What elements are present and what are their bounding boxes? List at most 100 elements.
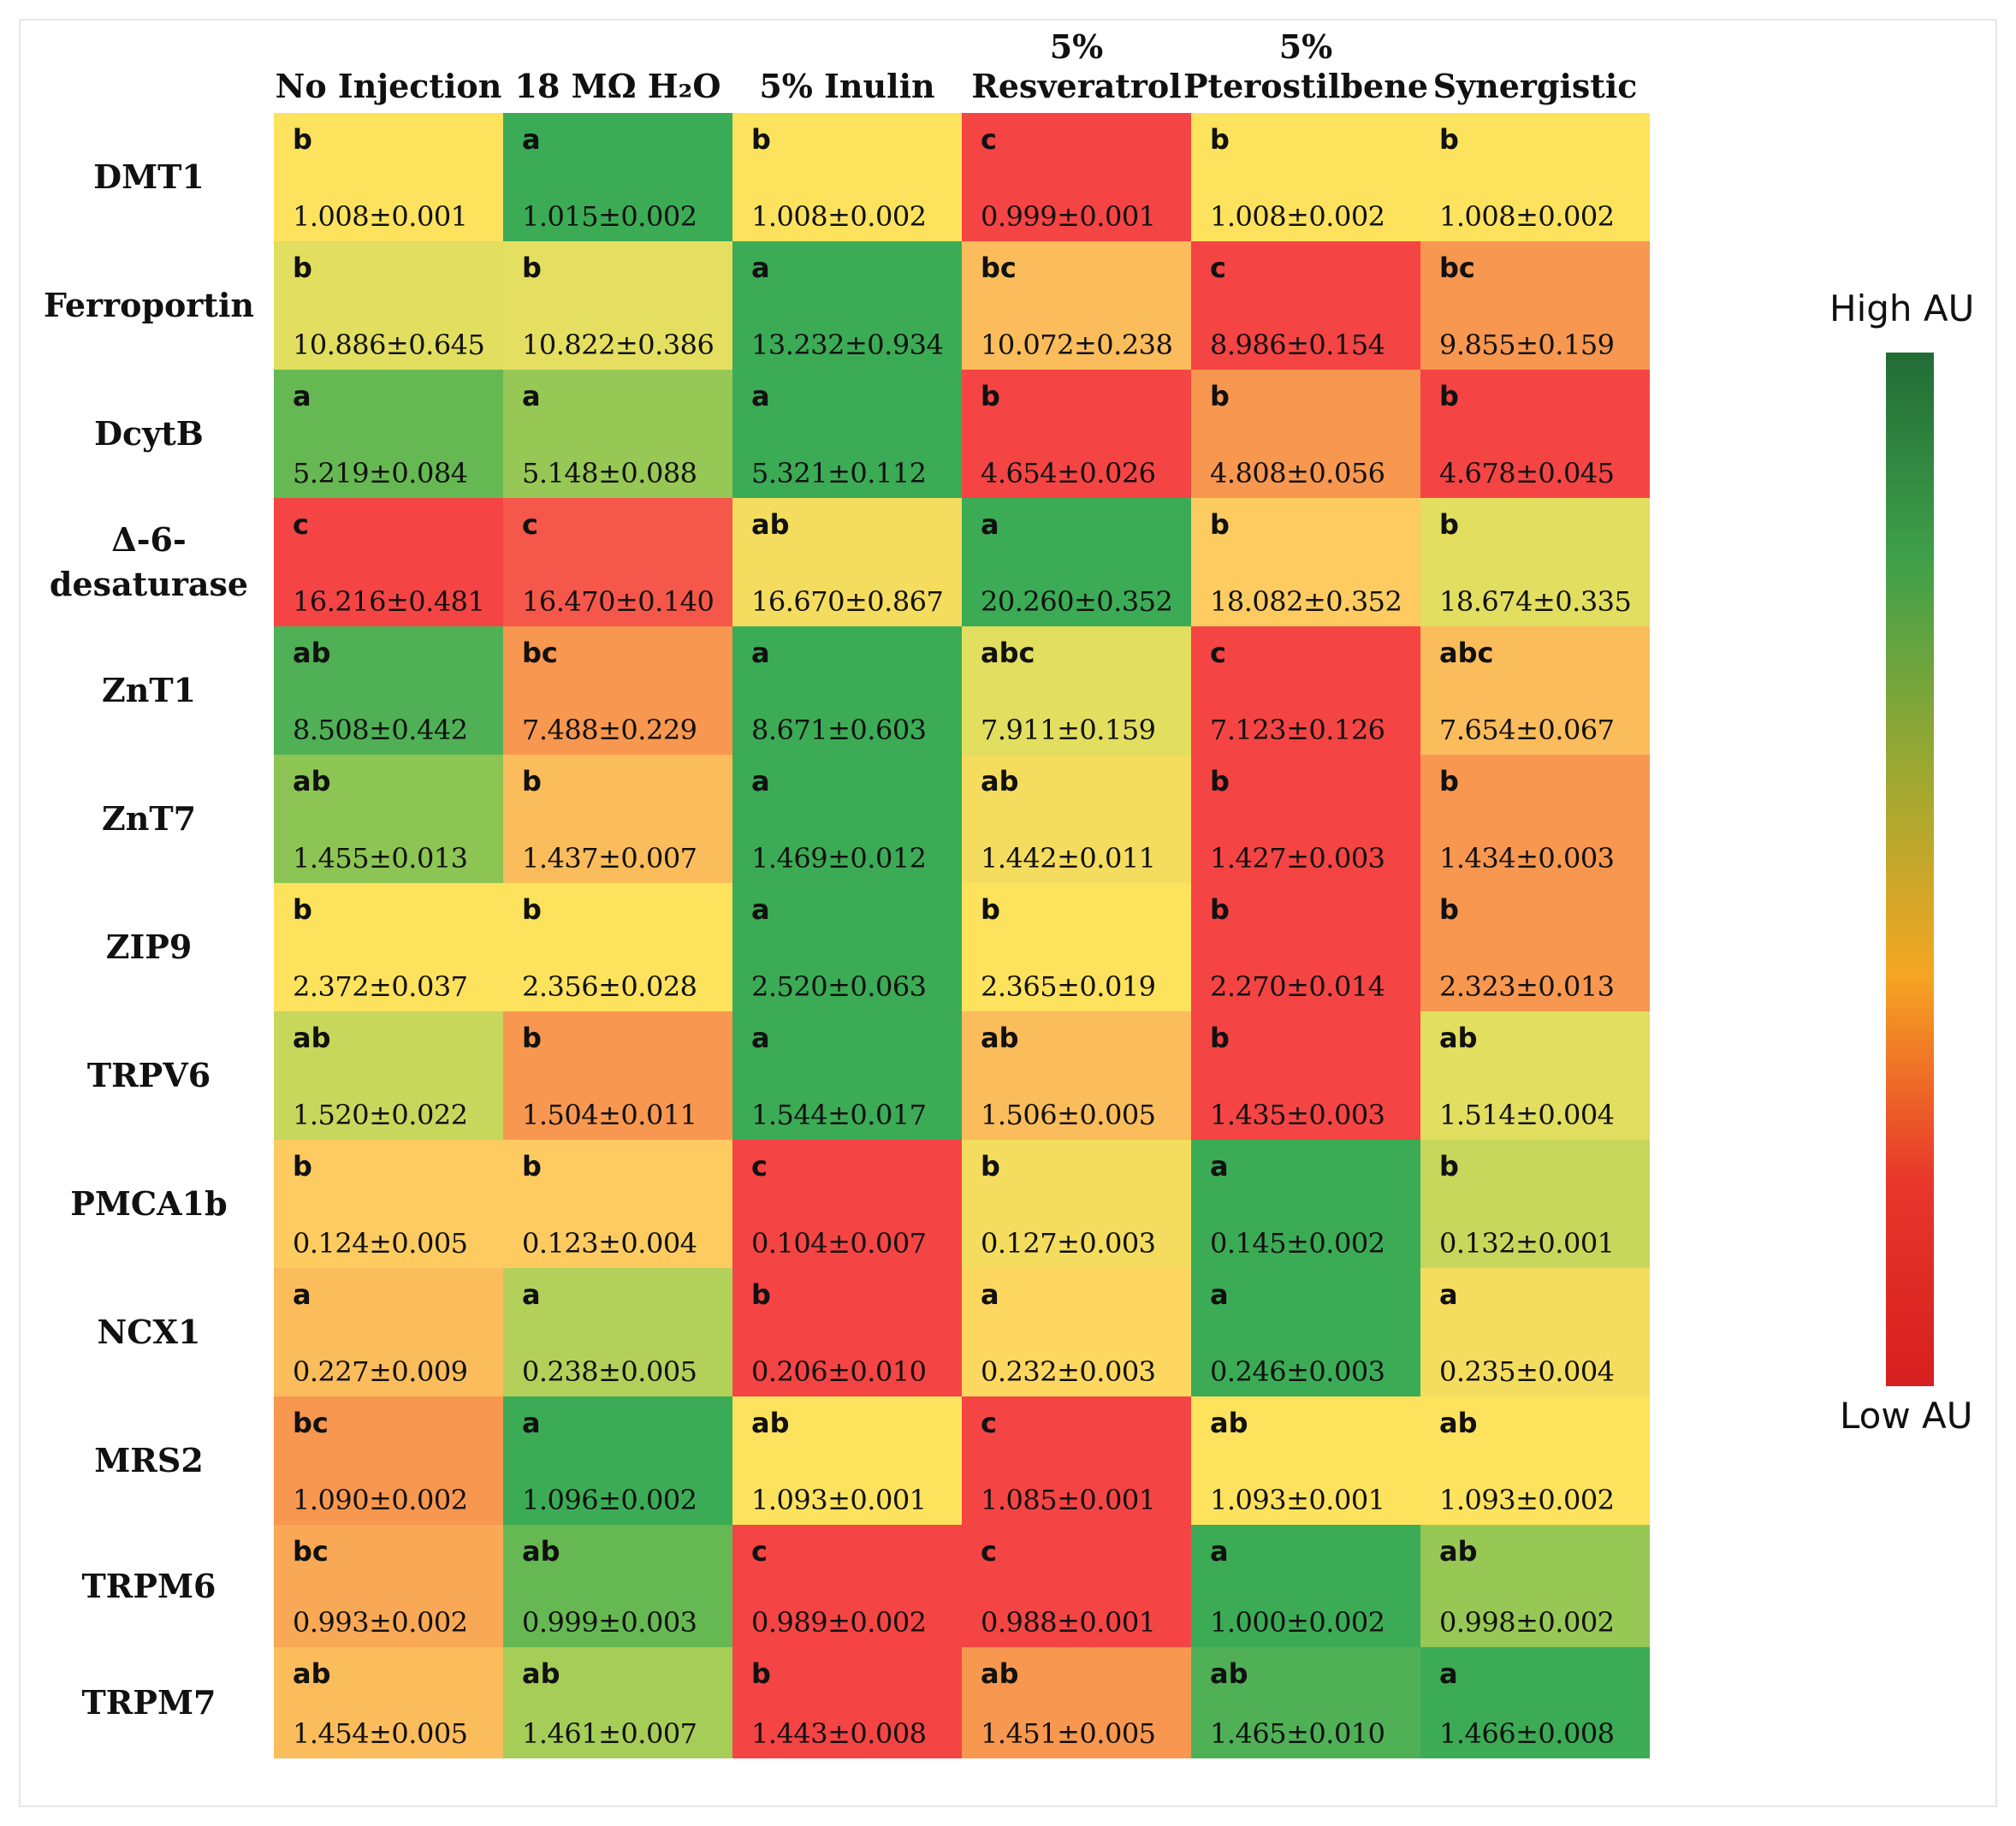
heatmap-cell: b 2.365±0.019 <box>962 883 1191 1011</box>
significance-letters: b <box>522 1150 542 1183</box>
heatmap-cell: bc 9.855±0.159 <box>1420 241 1650 370</box>
significance-letters: ab <box>981 1022 1019 1054</box>
cell-value: 1.008±0.002 <box>1210 200 1385 233</box>
cell-value: 1.093±0.002 <box>1439 1484 1615 1516</box>
significance-letters: bc <box>293 1407 329 1439</box>
significance-letters: ab <box>293 765 331 797</box>
row-header-label: DMT1 <box>93 157 205 196</box>
significance-letters: ab <box>1439 1535 1478 1568</box>
column-header-label: Synergistic <box>1432 67 1638 105</box>
cell-value: 20.260±0.352 <box>981 585 1173 618</box>
heatmap-cell: ab 1.465±0.010 <box>1191 1647 1420 1758</box>
cell-value: 4.808±0.056 <box>1210 457 1385 489</box>
cell-value: 0.206±0.010 <box>751 1355 927 1388</box>
cell-value: 1.469±0.012 <box>751 842 927 874</box>
significance-letters: ab <box>751 508 790 541</box>
cell-value: 1.520±0.022 <box>293 1099 468 1131</box>
heatmap-cell: a 0.232±0.003 <box>962 1268 1191 1396</box>
significance-letters: ab <box>751 1407 790 1439</box>
heatmap-cell: b 2.356±0.028 <box>503 883 732 1011</box>
cell-value: 0.235±0.004 <box>1439 1355 1615 1388</box>
cell-value: 7.911±0.159 <box>981 714 1156 746</box>
significance-letters: b <box>522 1022 542 1054</box>
heatmap-cell: a 13.232±0.934 <box>732 241 962 370</box>
row-header-label: DcytB <box>94 414 204 453</box>
significance-letters: ab <box>981 1657 1019 1690</box>
significance-letters: ab <box>1210 1407 1248 1439</box>
significance-letters: a <box>981 1278 999 1311</box>
significance-letters: c <box>1210 252 1226 284</box>
heatmap-cell: ab 1.093±0.001 <box>732 1396 962 1525</box>
heatmap-cell: ab 1.442±0.011 <box>962 755 1191 883</box>
heatmap-cell: a 0.235±0.004 <box>1420 1268 1650 1396</box>
row-header: MRS2 <box>34 1396 264 1525</box>
significance-letters: a <box>1210 1278 1229 1311</box>
heatmap-cell: b 1.427±0.003 <box>1191 755 1420 883</box>
cell-value: 0.127±0.003 <box>981 1227 1156 1260</box>
cell-value: 1.506±0.005 <box>981 1099 1156 1131</box>
significance-letters: a <box>751 637 770 669</box>
significance-letters: a <box>293 380 311 412</box>
cell-value: 0.988±0.001 <box>981 1606 1156 1639</box>
row-header: ZnT7 <box>34 755 264 883</box>
significance-letters: abc <box>981 637 1035 669</box>
cell-value: 0.999±0.003 <box>522 1606 697 1639</box>
significance-letters: b <box>1439 893 1459 926</box>
cell-value: 10.072±0.238 <box>981 329 1173 361</box>
significance-letters: ab <box>1210 1657 1248 1690</box>
significance-letters: b <box>522 893 542 926</box>
row-header-label: NCX1 <box>97 1313 201 1351</box>
row-header: Ferroportin <box>34 241 264 370</box>
cell-value: 5.148±0.088 <box>522 457 697 489</box>
cell-value: 1.015±0.002 <box>522 200 697 233</box>
heatmap-cell: a 1.466±0.008 <box>1420 1647 1650 1758</box>
row-header-label: MRS2 <box>94 1441 204 1479</box>
significance-letters: b <box>1210 893 1230 926</box>
cell-value: 2.365±0.019 <box>981 970 1156 1003</box>
significance-letters: b <box>522 252 542 284</box>
heatmap-cell: b 1.435±0.003 <box>1191 1011 1420 1140</box>
heatmap-cell: b 4.678±0.045 <box>1420 370 1650 498</box>
heatmap-cell: b 0.206±0.010 <box>732 1268 962 1396</box>
heatmap-cell: a 0.145±0.002 <box>1191 1140 1420 1268</box>
cell-value: 2.356±0.028 <box>522 970 697 1003</box>
heatmap-cell: c 1.085±0.001 <box>962 1396 1191 1525</box>
cell-value: 1.514±0.004 <box>1439 1099 1615 1131</box>
significance-letters: c <box>522 508 538 541</box>
cell-value: 7.654±0.067 <box>1439 714 1615 746</box>
heatmap-cell: b 2.270±0.014 <box>1191 883 1420 1011</box>
significance-letters: c <box>981 1535 997 1568</box>
cell-value: 16.670±0.867 <box>751 585 944 618</box>
cell-value: 1.455±0.013 <box>293 842 468 874</box>
heatmap-cell: ab 1.506±0.005 <box>962 1011 1191 1140</box>
heatmap-cell: b 2.372±0.037 <box>274 883 503 1011</box>
cell-value: 0.227±0.009 <box>293 1355 468 1388</box>
cell-value: 7.123±0.126 <box>1210 714 1385 746</box>
heatmap-cell: bc 10.072±0.238 <box>962 241 1191 370</box>
significance-letters: b <box>981 893 1000 926</box>
heatmap-cell: b 10.886±0.645 <box>274 241 503 370</box>
significance-letters: a <box>751 380 770 412</box>
column-header-label: No Injection <box>275 67 502 105</box>
significance-letters: b <box>1210 765 1230 797</box>
cell-value: 0.145±0.002 <box>1210 1227 1385 1260</box>
heatmap-cell: a 8.671±0.603 <box>732 626 962 755</box>
significance-letters: ab <box>293 1657 331 1690</box>
column-header-label: 5% Pterostilbene <box>1183 27 1429 105</box>
heatmap-cell: a 0.246±0.003 <box>1191 1268 1420 1396</box>
significance-letters: b <box>293 252 312 284</box>
significance-letters: c <box>293 508 309 541</box>
row-header-label: ZnT1 <box>101 671 197 709</box>
column-header-label: 5% Inulin <box>759 67 935 105</box>
heatmap-cell: b 1.008±0.002 <box>1420 113 1650 241</box>
cell-value: 1.093±0.001 <box>751 1484 927 1516</box>
significance-letters: c <box>1210 637 1226 669</box>
row-header: TRPV6 <box>34 1011 264 1140</box>
heatmap-cell: c 0.989±0.002 <box>732 1525 962 1647</box>
cell-value: 18.082±0.352 <box>1210 585 1402 618</box>
cell-value: 1.544±0.017 <box>751 1099 927 1131</box>
heatmap-cell: ab 1.451±0.005 <box>962 1647 1191 1758</box>
heatmap-cell: b 0.127±0.003 <box>962 1140 1191 1268</box>
significance-letters: b <box>981 380 1000 412</box>
heatmap-cell: ab 1.454±0.005 <box>274 1647 503 1758</box>
